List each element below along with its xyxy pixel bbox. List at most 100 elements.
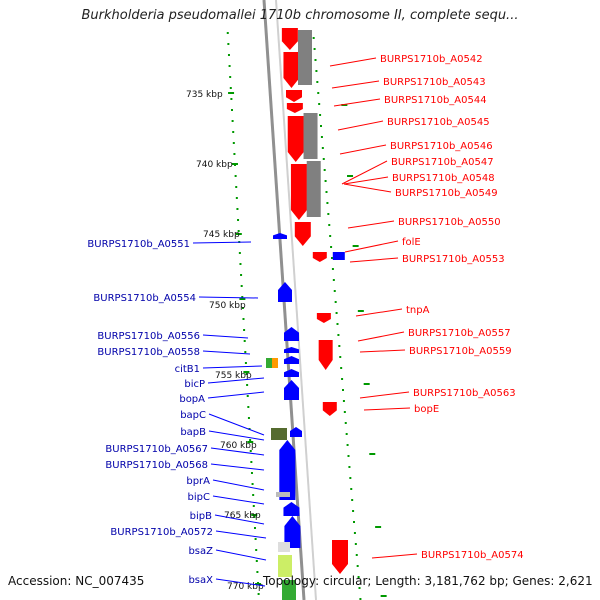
tick-dot [312, 37, 315, 39]
scale-labels-layer: 735 kbp 740 kbp 745 kbp 750 kbp 755 kbp 760 k… [186, 90, 264, 592]
right-leader-line [333, 98, 381, 107]
tick-dot [336, 323, 339, 325]
tick-dot [313, 48, 316, 50]
minor-tick [363, 383, 370, 385]
forward-gene-arrow [322, 402, 337, 416]
tick-dot [357, 576, 360, 578]
left-leader-line [207, 377, 265, 384]
tick-dot [249, 439, 252, 441]
tick-dot [235, 186, 238, 188]
tick-dot [247, 406, 250, 408]
minor-tick [375, 526, 382, 528]
scale-label: 745 kbp [203, 230, 240, 240]
tick-dot [252, 494, 255, 496]
tick-dot [250, 461, 253, 463]
label-leader-lines [192, 57, 418, 587]
tick-dot [236, 208, 239, 210]
right-gene-label: BURPS1710b_A0574 [421, 550, 524, 561]
tick-dot [246, 384, 249, 386]
tick-dot [244, 362, 247, 364]
tick-dot [325, 191, 328, 193]
left-gene-label: citB1 [175, 364, 200, 375]
right-gene-label: BURPS1710b_A0550 [398, 217, 501, 228]
tick-dot [315, 70, 318, 72]
tick-dot [353, 521, 355, 523]
tick-dot [228, 65, 231, 67]
tick-dot [243, 340, 246, 342]
left-leader-line [210, 447, 265, 456]
tick-dot [321, 147, 324, 149]
scale-label: 765 kbp [224, 511, 261, 521]
reverse-gene-arrow [284, 516, 301, 548]
tick-dot [245, 373, 248, 375]
reverse-gene-arrow [279, 440, 296, 500]
accession-label: Accession: NC_007435 [8, 574, 145, 588]
tick-dot [349, 477, 352, 479]
right-gene-label: BURPS1710b_A0553 [402, 254, 505, 265]
left-gene-label: bsaZ [188, 546, 213, 557]
left-gene-label: BURPS1710b_A0572 [110, 527, 213, 538]
right-leader-line [357, 331, 405, 342]
right-gene-label: BURPS1710b_A0563 [413, 388, 516, 399]
reverse-gene-arrow [290, 427, 302, 437]
gray-feature-block [303, 113, 318, 159]
tick-dot [323, 169, 326, 171]
right-leader-line [371, 553, 418, 559]
tick-dot [227, 54, 230, 56]
left-leader-line [198, 296, 259, 299]
tick-dot [337, 334, 340, 336]
left-gene-label: BURPS1710b_A0551 [87, 239, 190, 250]
green-feature-block [266, 358, 272, 368]
tick-dot [229, 76, 232, 78]
tick-dot [328, 224, 331, 226]
map-title: Burkholderia pseudomallei 1710b chromoso… [81, 8, 519, 23]
forward-gene-arrow [318, 340, 333, 370]
tick-dot [255, 560, 258, 562]
reverse-gene-arrow [284, 369, 299, 377]
left-gene-label: BURPS1710b_A0554 [93, 293, 196, 304]
reverse-gene-arrow [284, 380, 299, 400]
major-tick [251, 514, 258, 516]
tick-dot [356, 565, 359, 567]
tick-dot [350, 488, 353, 490]
tick-dot [359, 598, 362, 600]
right-leader-line [331, 80, 380, 89]
tick-dot [341, 378, 344, 380]
left-gene-label: BURPS1710b_A0556 [97, 331, 200, 342]
tick-dot [318, 103, 321, 105]
tick-dot [340, 367, 343, 369]
tick-dot [255, 549, 258, 551]
tick-dot [330, 246, 333, 248]
tick-dot [351, 499, 354, 501]
forward-gene-arrow [290, 164, 307, 220]
left-leader-line [208, 413, 265, 436]
right-gene-label: BURPS1710b_A0548 [392, 173, 495, 184]
left-leader-line [215, 549, 267, 561]
minor-tick [357, 310, 364, 312]
tick-dot [232, 131, 235, 133]
tick-dot [327, 213, 330, 215]
tick-dot [345, 433, 348, 435]
right-leader-line [363, 407, 411, 411]
tick-dot [338, 345, 341, 347]
right-leader-line [343, 183, 392, 193]
tick-dot [256, 571, 259, 573]
left-gene-label: BURPS1710b_A0567 [105, 444, 208, 455]
right-gene-label: BURPS1710b_A0547 [391, 157, 494, 168]
tick-dot [343, 411, 346, 413]
tick-dot [230, 109, 233, 111]
tick-dot [226, 32, 229, 34]
left-gene-label: BURPS1710b_A0558 [97, 347, 200, 358]
tick-dot [335, 312, 338, 314]
right-gene-label: BURPS1710b_A0549 [395, 188, 498, 199]
tick-dot [242, 318, 245, 320]
right-leader-line [359, 349, 406, 353]
left-gene-label: bicP [184, 379, 205, 390]
tick-dot [344, 422, 347, 424]
minor-tick [380, 595, 387, 597]
reverse-gene-arrow [284, 356, 299, 364]
major-tick [239, 298, 246, 300]
major-tick [243, 371, 250, 373]
tick-dot [319, 114, 322, 116]
right-gene-label: BURPS1710b_A0545 [387, 117, 490, 128]
